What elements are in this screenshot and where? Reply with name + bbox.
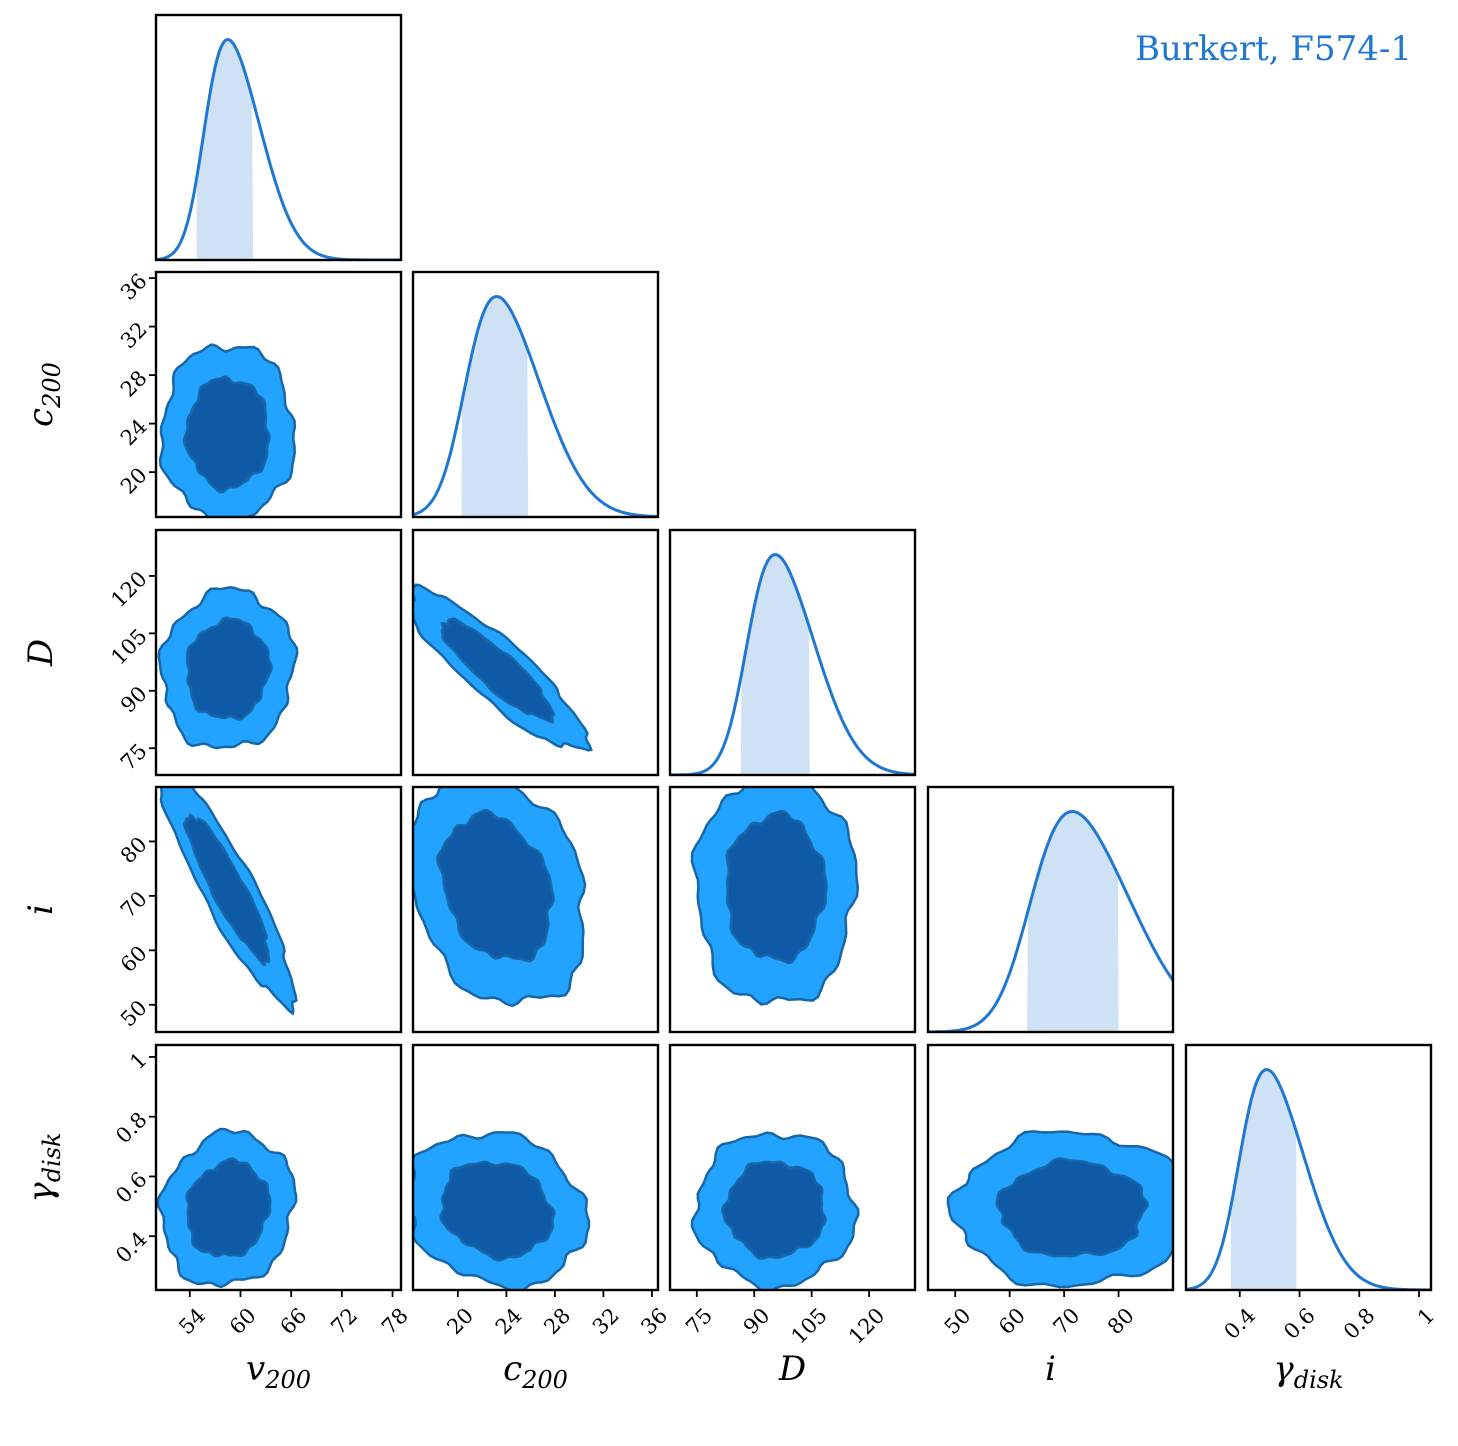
panel-i-i: [928, 809, 1173, 1032]
x-axis-label-c200: c200: [503, 1349, 568, 1394]
ci68-band-i: [1027, 811, 1119, 1032]
legend-label: Burkert, F574-1: [1135, 29, 1412, 69]
contour-68-D-i: [725, 809, 828, 965]
contour-68-v200-i: [182, 812, 271, 966]
density-line-i: [928, 809, 1173, 1032]
panel-c200-D: [413, 583, 593, 752]
y-tick-label-c200: 24: [116, 414, 152, 450]
density-line-D: [670, 553, 915, 775]
y-axis-label-gdisk: γdisk: [21, 1132, 66, 1202]
panel-i-gdisk: [946, 1130, 1173, 1289]
panel-frame: [926, 785, 1175, 1034]
y-axis-label-c200: c200: [21, 362, 66, 427]
panel-v200-c200: [158, 343, 297, 517]
panel-v200-D: [157, 586, 299, 750]
y-tick-label-D: 120: [106, 567, 151, 612]
x-tick-label-i: 50: [940, 1303, 976, 1339]
panel-frame: [411, 528, 660, 777]
y-tick-label-gdisk: 0.6: [111, 1167, 152, 1208]
x-tick-label-i: 60: [994, 1303, 1030, 1339]
y-tick-label-D: 75: [116, 739, 152, 775]
panel-frame: [1184, 1043, 1433, 1292]
x-tick-label-c200: 20: [442, 1303, 478, 1339]
x-axis-label-v200: v200: [246, 1349, 311, 1394]
x-tick-label-v200: 54: [174, 1303, 210, 1339]
x-tick-label-D: 120: [844, 1303, 889, 1348]
panel-v200-v200: [156, 37, 401, 260]
x-tick-label-c200: 36: [636, 1303, 672, 1339]
x-tick-label-D: 75: [681, 1303, 717, 1339]
panel-frame: [154, 1043, 403, 1292]
panel-frame: [926, 1043, 1175, 1292]
x-tick-label-c200: 28: [539, 1303, 575, 1339]
y-tick-label-gdisk: 0.4: [111, 1227, 152, 1268]
panel-v200-gdisk: [156, 1127, 298, 1289]
ci68-band-D: [740, 554, 810, 775]
panel-frame: [154, 528, 403, 777]
y-tick-label-i: 70: [116, 887, 152, 923]
panel-c200-gdisk: [413, 1131, 591, 1290]
density-line-c200: [413, 294, 658, 517]
panel-frame: [668, 1043, 917, 1292]
panel-frame: [668, 528, 917, 777]
y-axis-label-D: D: [21, 639, 61, 667]
contour-68-c200-i: [436, 808, 555, 963]
contour-68-c200-D: [440, 617, 556, 724]
panel-frame: [154, 270, 403, 519]
x-tick-label-gdisk: 1: [1413, 1303, 1439, 1329]
panel-c200-c200: [413, 294, 658, 517]
x-tick-label-i: 80: [1103, 1303, 1139, 1339]
x-tick-label-v200: 66: [276, 1303, 312, 1339]
x-tick-label-gdisk: 0.8: [1339, 1303, 1380, 1344]
y-tick-label-c200: 32: [116, 317, 152, 353]
x-tick-label-gdisk: 0.6: [1279, 1303, 1320, 1344]
y-tick-label-c200: 28: [116, 366, 152, 402]
ci68-band-c200: [461, 296, 529, 517]
x-tick-label-c200: 32: [588, 1303, 624, 1339]
x-tick-label-D: 90: [739, 1303, 775, 1339]
y-tick-label-D: 105: [106, 624, 151, 669]
x-tick-label-i: 70: [1049, 1303, 1085, 1339]
panel-frame: [411, 270, 660, 519]
density-line-v200: [156, 37, 401, 260]
x-tick-label-D: 105: [787, 1303, 832, 1348]
panel-frame: [154, 785, 403, 1034]
density-line-gdisk: [1186, 1068, 1431, 1290]
y-tick-label-c200: 20: [116, 463, 152, 499]
panel-D-D: [670, 553, 915, 775]
x-axis-label-i: i: [1045, 1349, 1056, 1389]
y-tick-label-D: 90: [116, 682, 152, 718]
x-tick-label-c200: 24: [491, 1303, 527, 1339]
panel-D-gdisk: [690, 1131, 860, 1290]
x-axis-label-D: D: [778, 1349, 806, 1389]
panel-D-i: [690, 787, 860, 1006]
panel-gdisk-gdisk: [1186, 1068, 1431, 1290]
y-tick-label-i: 50: [116, 996, 152, 1032]
contour-68-i-gdisk: [995, 1157, 1149, 1258]
panel-frame: [154, 13, 403, 262]
panel-frame: [668, 785, 917, 1034]
x-axis-label-gdisk: γdisk: [1273, 1349, 1343, 1394]
x-tick-label-v200: 72: [326, 1303, 362, 1339]
y-tick-label-i: 60: [116, 941, 152, 977]
y-tick-label-i: 80: [116, 832, 152, 868]
contour-68-v200-c200: [182, 375, 271, 494]
y-tick-label-c200: 36: [116, 269, 152, 305]
contour-68-c200-gdisk: [439, 1160, 556, 1262]
panel-v200-i: [159, 787, 298, 1016]
contour-68-v200-gdisk: [185, 1157, 272, 1258]
panel-c200-i: [413, 787, 587, 1008]
x-tick-label-gdisk: 0.4: [1219, 1303, 1260, 1344]
y-tick-label-gdisk: 1: [125, 1048, 151, 1074]
panel-frame: [411, 1043, 660, 1292]
x-tick-label-v200: 78: [377, 1303, 413, 1339]
y-axis-label-i: i: [21, 904, 61, 915]
panel-frame: [411, 785, 660, 1034]
x-tick-label-v200: 60: [225, 1303, 261, 1339]
contour-68-v200-D: [185, 616, 273, 722]
y-tick-label-gdisk: 0.8: [111, 1108, 152, 1149]
contour-68-D-gdisk: [721, 1160, 828, 1260]
